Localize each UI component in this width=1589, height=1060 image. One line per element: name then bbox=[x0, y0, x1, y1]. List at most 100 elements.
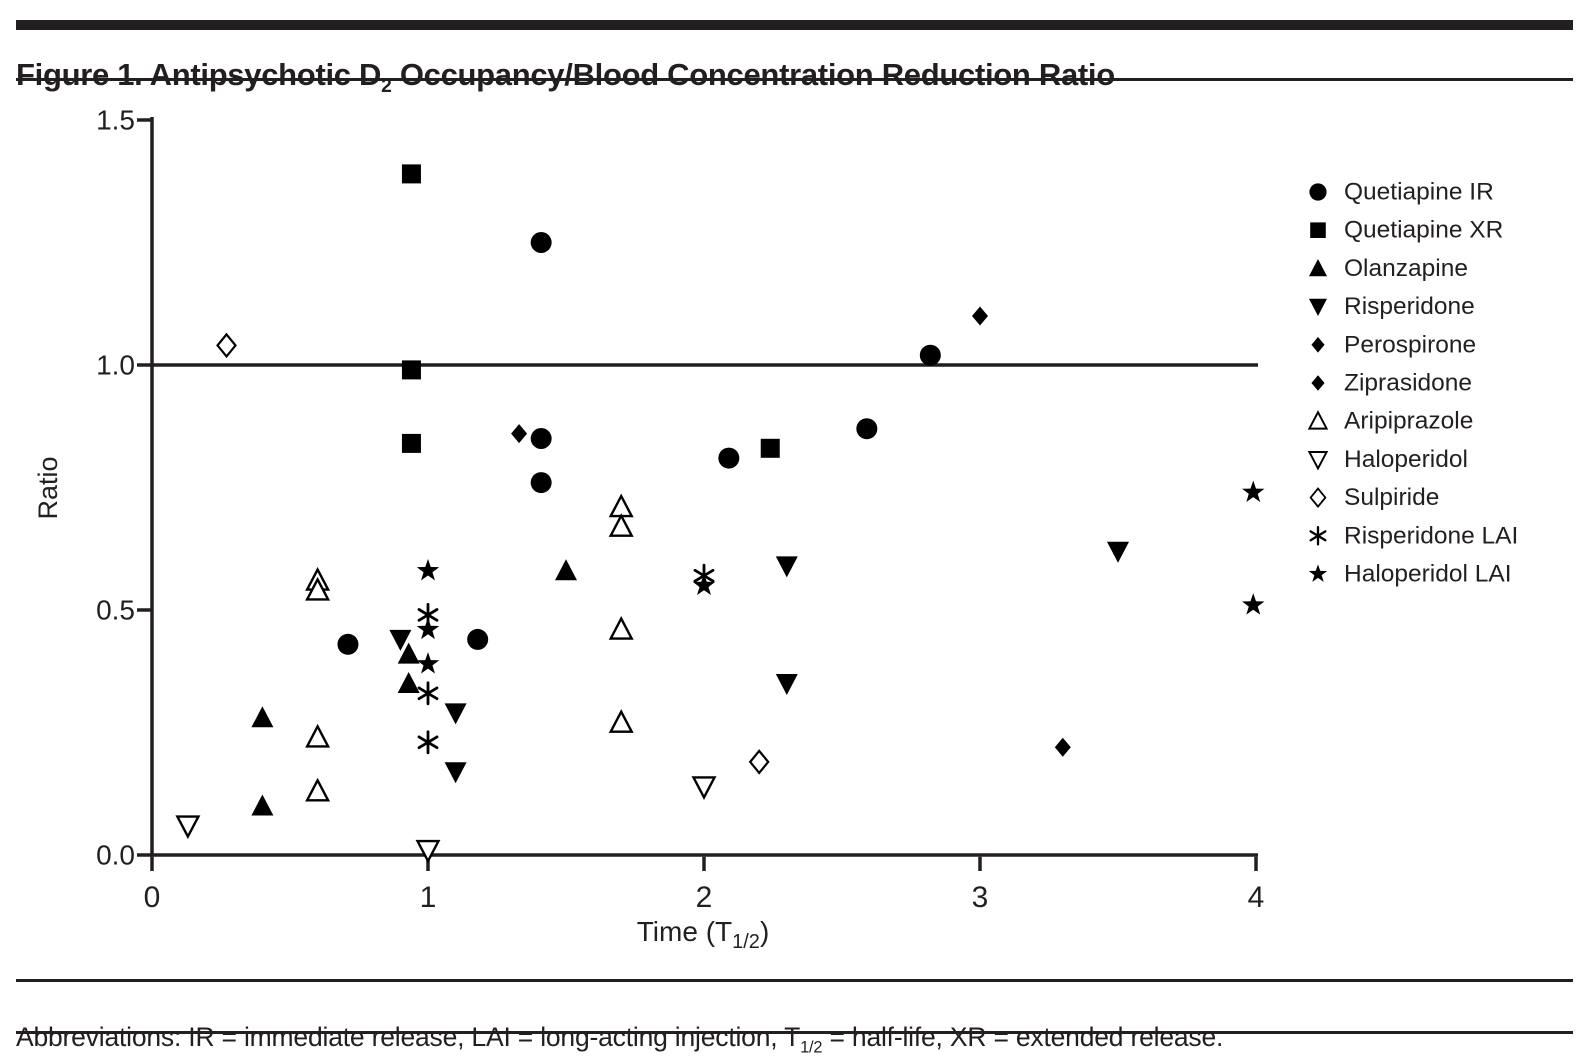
asterisk-icon bbox=[1309, 526, 1327, 546]
triangle-down-icon bbox=[1308, 298, 1328, 317]
y-tick-label: 0.5 bbox=[96, 595, 135, 626]
data-point bbox=[775, 556, 798, 578]
series-sulpiride bbox=[216, 332, 770, 775]
legend-item-quetiapine-xr: Quetiapine XR bbox=[1310, 217, 1503, 244]
series-quetiapine-ir bbox=[337, 232, 941, 655]
y-tick-label: 1.0 bbox=[96, 350, 135, 381]
data-point bbox=[175, 815, 201, 840]
circle-icon bbox=[1309, 183, 1327, 201]
legend-label: Sulpiride bbox=[1344, 484, 1439, 511]
data-point bbox=[691, 776, 717, 800]
x-tick-label: 4 bbox=[1248, 881, 1265, 914]
series-olanzapine bbox=[251, 559, 577, 816]
data-point bbox=[251, 794, 274, 816]
legend-item-haloperidol: Haloperidol bbox=[1307, 446, 1468, 473]
abbreviations-note: Abbreviations: IR = immediate release, L… bbox=[16, 1020, 1556, 1056]
legend-item-sulpiride: Sulpiride bbox=[1309, 484, 1439, 511]
data-point bbox=[444, 703, 467, 725]
figure-title-text-end: Occupancy/Blood Concentration Reduction … bbox=[391, 56, 1115, 92]
axes bbox=[150, 117, 1258, 857]
data-point bbox=[417, 730, 439, 755]
data-point bbox=[467, 628, 489, 650]
data-point bbox=[337, 633, 359, 655]
square-icon bbox=[1310, 222, 1326, 238]
legend-item-risperidone: Risperidone bbox=[1308, 293, 1475, 320]
data-point bbox=[919, 344, 941, 366]
triangle-down-open-icon bbox=[1307, 451, 1329, 471]
data-point bbox=[530, 472, 552, 494]
data-point bbox=[555, 559, 577, 581]
legend-label: Olanzapine bbox=[1344, 255, 1468, 282]
legend-label: Quetiapine IR bbox=[1344, 179, 1494, 206]
figure-title: Figure 1. Antipsychotic D2 Occupancy/Blo… bbox=[16, 56, 1516, 96]
legend-item-perospirone: Perospirone bbox=[1311, 331, 1476, 358]
data-point bbox=[1242, 593, 1265, 615]
y-axis-title: Ratio bbox=[33, 456, 63, 519]
legend-item-haloperidol-lai: Haloperidol LAI bbox=[1308, 561, 1512, 588]
data-point bbox=[397, 672, 420, 693]
data-point bbox=[416, 559, 440, 581]
data-point bbox=[251, 706, 274, 728]
data-point bbox=[397, 642, 420, 664]
figure-title-subscript: 2 bbox=[381, 75, 392, 97]
data-point bbox=[416, 617, 440, 640]
series-quetiapine-xr bbox=[401, 164, 780, 458]
legend-label: Perospirone bbox=[1344, 331, 1476, 358]
diamond-open-icon bbox=[1309, 487, 1327, 509]
legend-label: Risperidone bbox=[1344, 293, 1475, 320]
y-tick-label: 0.0 bbox=[96, 840, 135, 871]
abbreviations-text-end: = half-life, XR = extended release. bbox=[822, 1021, 1224, 1052]
data-point bbox=[748, 749, 770, 775]
data-point bbox=[1242, 480, 1265, 502]
legend-item-aripiprazole: Aripiprazole bbox=[1307, 408, 1473, 435]
data-point bbox=[692, 573, 716, 596]
series-haloperidol-lai bbox=[416, 480, 1265, 674]
data-point bbox=[856, 418, 878, 440]
data-point bbox=[760, 438, 780, 458]
star-icon bbox=[1308, 564, 1328, 582]
series-haloperidol bbox=[175, 776, 717, 864]
triangle-up-icon bbox=[1308, 258, 1328, 277]
legend: Quetiapine IR Quetiapine XR Olanzapine Risp… bbox=[1307, 179, 1518, 588]
data-point bbox=[305, 576, 331, 601]
data-point bbox=[417, 681, 439, 706]
footer-divider-bottom bbox=[16, 1031, 1573, 1034]
data-point bbox=[444, 762, 467, 784]
series-risperidone-lai bbox=[417, 563, 715, 755]
abbreviations-text: Abbreviations: IR = immediate release, L… bbox=[16, 1021, 801, 1052]
series-risperidone bbox=[389, 541, 1129, 784]
x-tick-label: 3 bbox=[972, 881, 989, 914]
data-point bbox=[530, 232, 552, 253]
legend-label: Ziprasidone bbox=[1344, 370, 1472, 397]
data-point bbox=[530, 428, 552, 449]
legend-item-olanzapine: Olanzapine bbox=[1308, 255, 1468, 282]
data-point bbox=[1054, 737, 1071, 757]
legend-label: Haloperidol bbox=[1344, 446, 1468, 473]
data-point bbox=[416, 652, 440, 674]
data-point bbox=[608, 513, 634, 537]
data-point bbox=[401, 164, 421, 184]
footer-divider-top bbox=[16, 979, 1573, 982]
title-divider bbox=[16, 78, 1573, 81]
legend-item-ziprasidone: Ziprasidone bbox=[1311, 370, 1472, 397]
x-axis-title: Time (T1/2) bbox=[637, 916, 770, 953]
diamond-icon bbox=[1311, 337, 1325, 353]
triangle-up-open-icon bbox=[1307, 410, 1329, 430]
data-point bbox=[608, 493, 634, 518]
legend-label: Aripiprazole bbox=[1344, 408, 1473, 435]
data-point bbox=[216, 332, 237, 359]
abbreviations-subscript: 1/2 bbox=[800, 1037, 823, 1056]
data-point bbox=[608, 616, 634, 640]
data-point bbox=[718, 447, 740, 469]
diamond-icon bbox=[1311, 375, 1325, 391]
data-point bbox=[972, 306, 988, 326]
x-tick-label: 1 bbox=[420, 881, 437, 914]
data-point bbox=[608, 709, 634, 733]
legend-label: Quetiapine XR bbox=[1344, 217, 1503, 244]
data-point bbox=[775, 674, 798, 695]
series-perospirone bbox=[511, 424, 528, 444]
figure-title-text: Figure 1. Antipsychotic D bbox=[16, 56, 382, 92]
data-point bbox=[305, 777, 331, 802]
